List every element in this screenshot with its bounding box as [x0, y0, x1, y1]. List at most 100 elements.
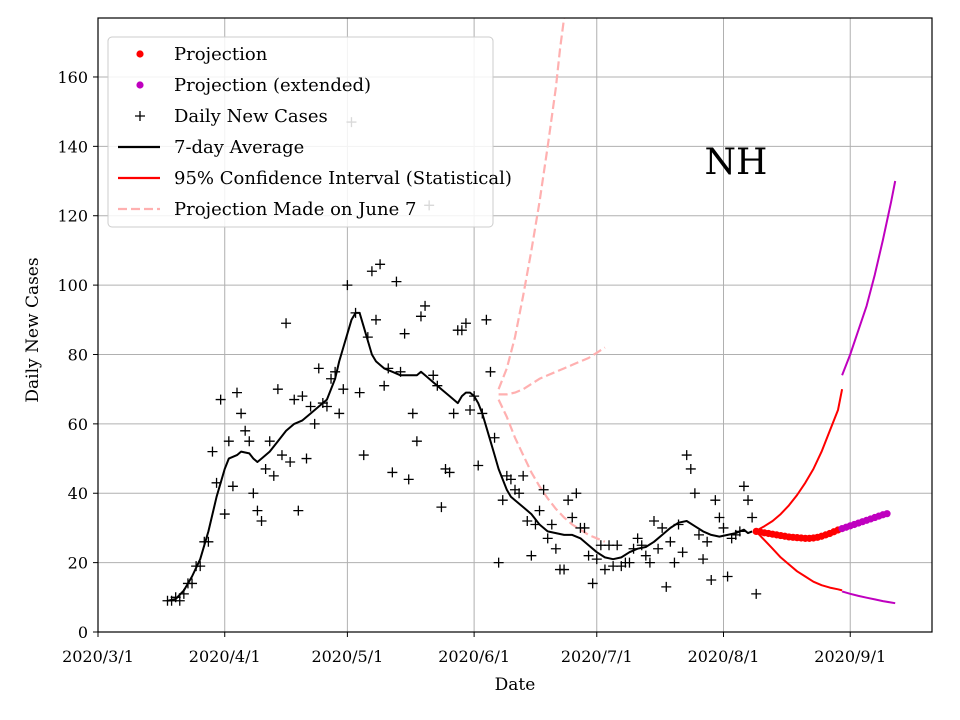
daily-case-marker — [460, 318, 471, 329]
x-tick-label: 2020/7/1 — [561, 647, 633, 666]
legend-plus-icon — [135, 111, 145, 121]
projection-point — [883, 510, 891, 518]
series-line — [755, 389, 844, 532]
daily-case-marker — [297, 391, 308, 402]
daily-case-marker — [669, 557, 680, 568]
legend-entry: Projection Made on June 7 — [118, 199, 416, 220]
daily-case-marker — [481, 314, 492, 325]
daily-case-marker — [653, 543, 664, 554]
daily-case-marker — [399, 328, 410, 339]
legend-label: Projection (extended) — [174, 75, 371, 96]
y-tick-label: 40 — [68, 484, 88, 503]
series-line — [841, 590, 896, 605]
daily-case-marker — [693, 529, 704, 540]
daily-case-marker — [644, 557, 655, 568]
daily-case-marker — [473, 460, 484, 471]
daily-case-marker — [252, 505, 263, 516]
daily-case-marker — [244, 436, 255, 447]
series-line — [497, 17, 566, 390]
daily-case-marker — [313, 363, 324, 374]
daily-case-marker — [448, 408, 459, 419]
series-projection-made-on-june-7-upper — [497, 17, 566, 390]
daily-case-marker — [489, 432, 500, 443]
daily-case-marker — [624, 557, 635, 568]
daily-case-marker — [657, 522, 668, 533]
daily-case-marker — [285, 457, 296, 468]
daily-case-marker — [497, 495, 508, 506]
daily-case-marker — [334, 408, 345, 419]
legend: Projection Projection (extended) Daily New… — [107, 36, 512, 228]
x-tick-label: 2020/4/1 — [189, 647, 261, 666]
daily-case-marker — [714, 512, 725, 523]
daily-case-marker — [661, 581, 672, 592]
x-tick-label: 2020/6/1 — [438, 647, 510, 666]
y-tick-label: 60 — [68, 415, 88, 434]
daily-case-marker — [415, 311, 426, 322]
daily-case-marker — [632, 533, 643, 544]
daily-case-marker — [485, 366, 496, 377]
daily-case-marker — [366, 266, 377, 277]
daily-case-marker — [338, 384, 349, 395]
daily-case-marker — [420, 300, 431, 311]
daily-case-marker — [281, 318, 292, 329]
legend-label: Daily New Cases — [174, 106, 328, 127]
series-line — [497, 399, 606, 543]
daily-case-marker — [207, 446, 218, 457]
daily-case-marker — [599, 564, 610, 575]
daily-case-marker — [579, 522, 590, 533]
series-projection-extended — [838, 510, 891, 533]
series-extended-ci-lower — [841, 590, 896, 605]
daily-case-marker — [681, 450, 692, 461]
state-label: NH — [705, 142, 768, 183]
series-7-day-average — [167, 311, 753, 602]
daily-case-marker — [379, 380, 390, 391]
daily-case-marker — [591, 554, 602, 565]
daily-case-marker — [514, 488, 525, 499]
series-projection — [752, 526, 842, 542]
daily-case-marker — [354, 387, 365, 398]
daily-case-marker — [702, 536, 713, 547]
daily-case-marker — [391, 276, 402, 287]
daily-case-marker — [240, 425, 251, 436]
daily-case-marker — [276, 450, 287, 461]
daily-case-marker — [677, 547, 688, 558]
series-extended-ci-upper — [841, 180, 897, 376]
daily-case-marker — [583, 550, 594, 561]
daily-case-marker — [371, 314, 381, 325]
daily-case-marker — [526, 550, 537, 561]
daily-case-marker — [411, 436, 422, 447]
daily-case-marker — [268, 470, 279, 481]
y-tick-label: 160 — [57, 68, 88, 87]
daily-case-marker — [689, 488, 700, 499]
legend-entry: Projection — [136, 44, 268, 65]
daily-case-marker — [612, 540, 623, 551]
daily-case-marker — [293, 505, 304, 516]
y-tick-label: 80 — [68, 345, 88, 364]
daily-case-marker — [236, 408, 247, 419]
daily-case-marker — [567, 512, 578, 523]
legend-entry: 7-day Average — [118, 137, 304, 158]
daily-case-marker — [272, 384, 283, 395]
legend-entry: Projection (extended) — [136, 75, 371, 96]
daily-case-marker — [260, 463, 271, 474]
daily-case-marker — [428, 370, 439, 381]
legend-entry: 95% Confidence Interval (Statistical) — [118, 168, 512, 189]
daily-case-marker — [571, 488, 582, 499]
daily-case-marker — [215, 394, 226, 405]
daily-case-marker — [493, 557, 504, 568]
y-tick-label: 140 — [57, 137, 88, 156]
daily-case-marker — [587, 578, 598, 589]
daily-case-marker — [403, 474, 414, 485]
y-tick-label: 120 — [57, 207, 88, 226]
daily-case-marker — [342, 280, 353, 291]
daily-case-marker — [219, 509, 230, 520]
x-tick-label: 2020/5/1 — [311, 647, 383, 666]
x-axis-title: Date — [495, 675, 536, 695]
daily-case-marker — [546, 519, 557, 530]
daily-case-marker — [444, 467, 455, 478]
daily-case-marker — [309, 418, 320, 429]
daily-case-marker — [698, 554, 709, 565]
plot-frame — [97, 17, 933, 633]
daily-case-marker — [751, 588, 762, 599]
